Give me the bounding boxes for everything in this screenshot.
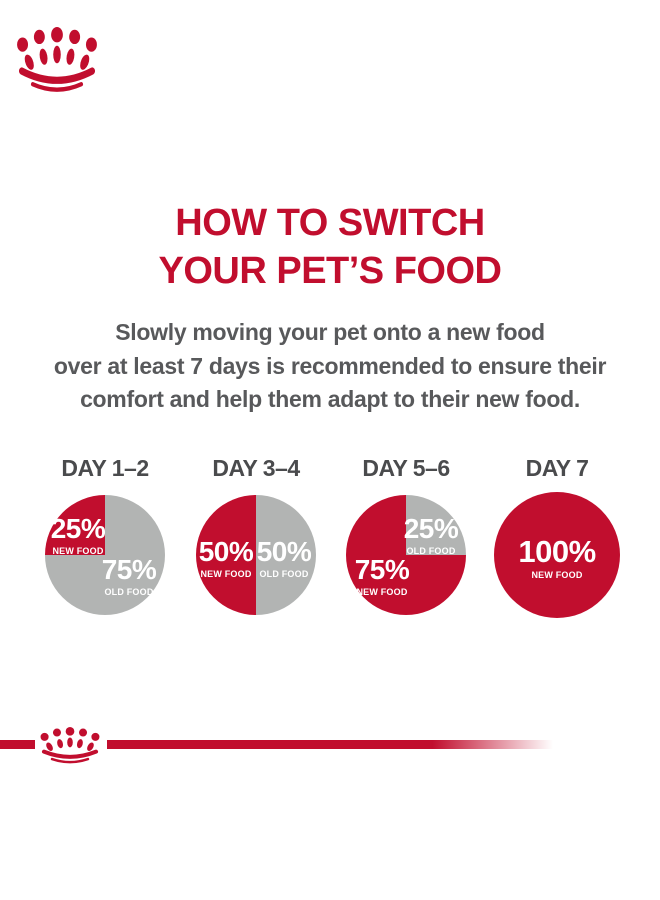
day-range-label: DAY 3–4 (212, 455, 300, 481)
chart-day-5-6: DAY 5–6 25% OLD FOOD 75% NEW FOOD (336, 455, 476, 615)
new-food-caption: NEW FOOD (200, 569, 252, 579)
new-food-slice-label: 75% NEW FOOD (352, 554, 412, 598)
old-food-percent: 50% (256, 536, 312, 567)
new-food-slice-label: 50% NEW FOOD (197, 536, 255, 580)
page-title-line2: YOUR PET’S FOOD (158, 250, 502, 292)
old-food-caption: OLD FOOD (406, 546, 456, 556)
pie-chart-day-1-2: 25% NEW FOOD 75% OLD FOOD (45, 495, 165, 615)
footer-divider-right (107, 740, 553, 749)
intro-text-line2: over at least 7 days is recommended to e… (53, 352, 607, 379)
day-range-label: DAY 5–6 (362, 455, 450, 481)
chart-day-3-4: DAY 3–4 50% NEW FOOD 50% OLD FOOD (186, 455, 326, 615)
chart-day-1-2: DAY 1–2 25% NEW FOOD 75% OLD FOOD (35, 455, 175, 615)
new-food-caption: NEW FOOD (356, 587, 408, 597)
old-food-percent: 75% (101, 554, 157, 585)
old-food-caption: OLD FOOD (259, 569, 309, 579)
old-food-slice-label: 75% OLD FOOD (99, 554, 159, 598)
pie-chart-day-7: 100% NEW FOOD (494, 492, 620, 618)
old-food-percent: 25% (403, 513, 459, 544)
new-food-percent: 100% (518, 534, 596, 569)
new-food-percent: 75% (354, 554, 410, 585)
day-range-label: DAY 1–2 (61, 455, 149, 481)
intro-text-line1: Slowly moving your pet onto a new food (115, 319, 545, 345)
royal-canin-crown-icon (39, 727, 101, 764)
intro-text: Slowly moving your pet onto a new food o… (0, 316, 660, 417)
chart-day-7: DAY 7 100% NEW FOOD (487, 455, 627, 618)
old-food-slice-label: 25% OLD FOOD (402, 513, 460, 557)
page-title-line1: HOW TO SWITCH (175, 202, 485, 244)
footer-divider-left (0, 740, 35, 749)
pie-chart-day-5-6: 25% OLD FOOD 75% NEW FOOD (346, 495, 466, 615)
transition-chart-row: DAY 1–2 25% NEW FOOD 75% OLD FOOD DAY 3–… (0, 455, 660, 635)
page-title: HOW TO SWITCH YOUR PET’S FOOD (0, 199, 660, 295)
day-range-label: DAY 7 (525, 455, 589, 481)
old-food-caption: OLD FOOD (104, 587, 154, 597)
royal-canin-crown-icon (15, 27, 99, 93)
new-food-slice-label: 25% NEW FOOD (50, 513, 106, 557)
new-food-percent: 25% (50, 513, 106, 544)
intro-text-line3: comfort and help them adapt to their new… (80, 386, 580, 412)
new-food-caption: NEW FOOD (52, 546, 104, 556)
old-food-slice-label: 50% OLD FOOD (256, 536, 312, 580)
new-food-slice-label: 100% NEW FOOD (494, 536, 620, 580)
new-food-caption: NEW FOOD (531, 570, 583, 580)
new-food-percent: 50% (198, 536, 254, 567)
pie-chart-day-3-4: 50% NEW FOOD 50% OLD FOOD (196, 495, 316, 615)
